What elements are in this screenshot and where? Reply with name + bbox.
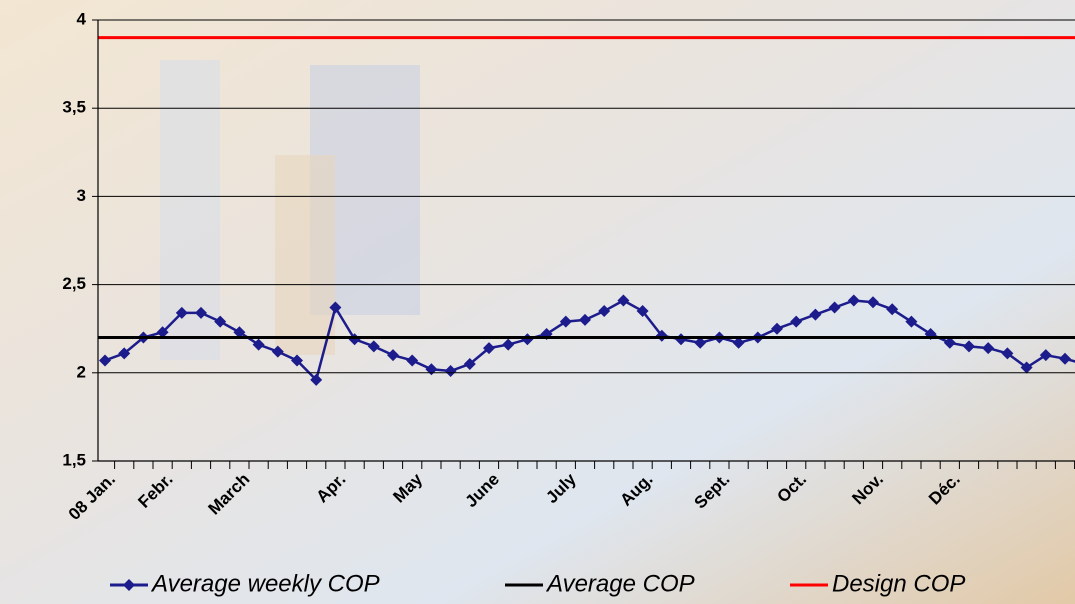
data-point [367,340,380,353]
legend-label: Average weekly COP [150,570,380,597]
data-point [867,296,879,309]
data-point [310,373,323,386]
data-point [694,336,707,349]
y-tick-label: 2 [77,362,86,381]
legend-label: Design COP [832,570,965,597]
data-point [1039,349,1052,362]
data-point [425,363,438,376]
y-tick-label: 1,5 [62,450,86,469]
data-point [559,315,572,328]
data-point [790,315,803,328]
data-point [291,354,303,367]
data-point [598,305,611,318]
data-point [732,336,745,349]
data-point [252,338,265,351]
data-point [175,306,188,319]
data-point [214,315,227,328]
data-point [809,308,822,321]
data-point [406,354,419,367]
legend-marker [123,579,135,591]
data-point [233,326,246,339]
data-point [828,301,841,314]
data-point [387,349,399,362]
y-tick-label: 4 [77,9,87,28]
bg-shape [275,155,335,355]
data-point [886,303,899,316]
data-point [271,345,284,358]
data-point [118,347,131,360]
data-point [444,365,457,378]
bg-shape [160,60,220,360]
plot [98,36,1075,386]
data-point [156,326,169,339]
data-point [502,338,515,351]
data-point [982,342,995,355]
data-point [1001,347,1014,360]
data-point [943,336,956,349]
legend-label: Average COP [545,570,695,597]
y-tick-label: 3,5 [62,98,86,117]
y-tick-label: 3 [77,186,86,205]
data-point [99,354,111,367]
data-point [1059,352,1071,365]
data-point [483,342,495,355]
data-point [905,315,918,328]
data-point [329,301,342,314]
data-point [1020,361,1033,374]
data-point [771,322,783,335]
data-point [847,294,860,307]
data-point [463,357,476,370]
data-point [636,305,649,318]
y-tick-label: 2,5 [62,274,86,293]
data-point [579,313,591,326]
data-point [195,306,207,319]
data-point [963,340,975,353]
data-point [617,294,630,307]
